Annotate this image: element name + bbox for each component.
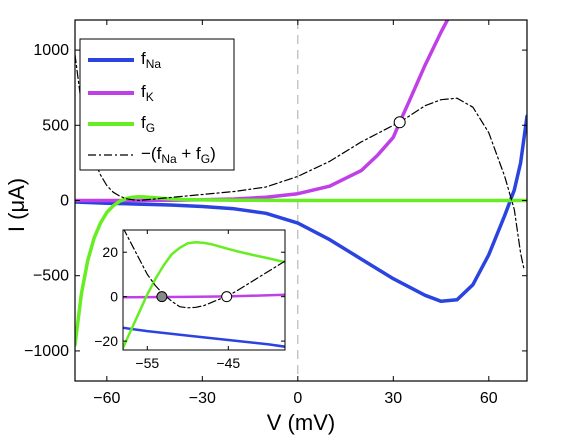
main-marker-0 — [393, 116, 406, 129]
inset-series-fG — [123, 240, 285, 350]
legend-label-fg: fG — [141, 113, 155, 135]
inset-series-neg_sum — [123, 230, 285, 309]
main-x-tick-label: −60 — [93, 390, 120, 407]
legend: fNa fK fG −(fNa + fG) — [79, 38, 235, 171]
inset-y-tick-label: 20 — [102, 244, 118, 260]
inset-ticks-group: −55 −45 −20 0 20 — [94, 230, 285, 371]
main-x-tick-label: 30 — [384, 390, 402, 407]
inset-x-tick-label: −55 — [135, 355, 159, 371]
inset-y-tick-label: 0 — [110, 289, 118, 305]
inset-series-fNa — [123, 326, 285, 348]
main-y-tick-label: −1000 — [24, 343, 69, 360]
legend-label-fk: fK — [141, 82, 154, 104]
y-axis-label: I (μA) — [4, 178, 29, 232]
main-series-group — [75, 20, 527, 347]
main-x-tick-label: 60 — [480, 390, 498, 407]
x-axis-label: V (mV) — [267, 410, 335, 435]
legend-label-neg-sum: −(fNa + fG) — [141, 144, 216, 166]
main-markers-group — [393, 116, 406, 129]
inset-x-tick-label: −45 — [216, 355, 240, 371]
main-series-neg_sum — [75, 53, 525, 269]
main-y-tick-label: 500 — [42, 117, 69, 134]
inset-markers-group — [156, 291, 233, 303]
inset-marker-1 — [221, 291, 233, 303]
main-y-tick-label: 0 — [60, 193, 69, 210]
inset-frame — [122, 229, 286, 351]
inset-marker-0 — [156, 291, 168, 303]
main-y-tick-label: 1000 — [33, 42, 69, 59]
legend-label-fna: fNa — [141, 49, 161, 71]
main-series-fNa — [75, 114, 527, 304]
main-ticks-group: −60 −30 0 30 60 −1000 −500 0 500 1000 — [24, 20, 527, 407]
main-x-tick-label: 0 — [293, 390, 302, 407]
main-series-fG — [75, 194, 527, 347]
inset-y-tick-label: −20 — [94, 333, 118, 349]
main-series-fK — [75, 20, 450, 203]
inset-plot: −55 −45 −20 0 20 — [94, 229, 286, 371]
main-x-tick-label: −30 — [189, 390, 216, 407]
main-y-tick-label: −500 — [33, 268, 69, 285]
